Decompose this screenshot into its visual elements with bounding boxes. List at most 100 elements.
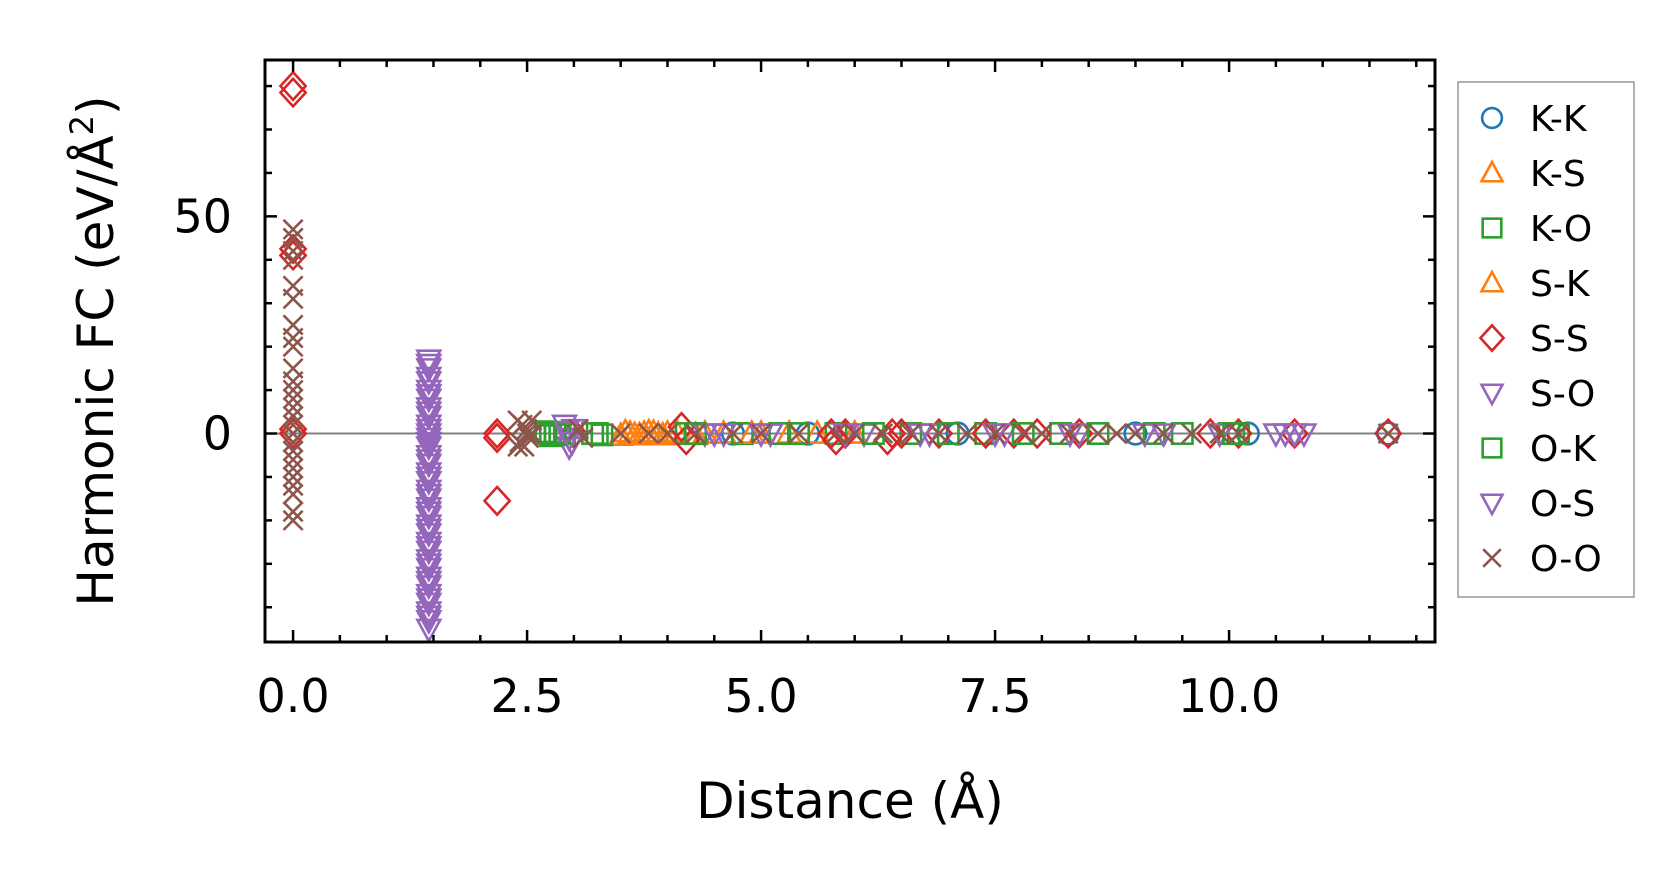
data-point bbox=[415, 583, 443, 609]
data-point bbox=[415, 484, 443, 510]
legend-label: O-S bbox=[1530, 484, 1595, 525]
data-point bbox=[956, 423, 978, 445]
data-point bbox=[415, 570, 443, 596]
legend-frame bbox=[1457, 81, 1635, 598]
legend-label: S-O bbox=[1530, 374, 1595, 415]
x-tick-label: 5.0 bbox=[725, 669, 798, 723]
data-point bbox=[415, 414, 443, 440]
data-point bbox=[278, 76, 308, 109]
data-point bbox=[282, 327, 304, 349]
data-point bbox=[415, 444, 443, 470]
legend-marker bbox=[1479, 269, 1505, 293]
legend-entry: K-O bbox=[1481, 209, 1592, 250]
data-point bbox=[282, 449, 304, 471]
data-point bbox=[1181, 423, 1203, 445]
legend-entries: K-K K-S K-O S-K S-S S-O O-K O-S O-O bbox=[1478, 99, 1602, 580]
data-point bbox=[590, 423, 614, 447]
data-point bbox=[415, 401, 443, 427]
data-point bbox=[1227, 423, 1249, 445]
legend-entry: S-S bbox=[1478, 319, 1589, 360]
legend-entry: O-S bbox=[1479, 484, 1595, 525]
legend-entry: K-S bbox=[1479, 154, 1586, 195]
x-tick-label: 7.5 bbox=[959, 669, 1032, 723]
data-point bbox=[282, 388, 304, 410]
data-point bbox=[282, 431, 304, 453]
data-point bbox=[415, 588, 443, 614]
data-point bbox=[984, 423, 1006, 445]
data-point bbox=[415, 358, 443, 384]
x-tick-label: 10.0 bbox=[1178, 669, 1280, 723]
data-point bbox=[282, 396, 304, 418]
data-point bbox=[788, 423, 810, 445]
data-point bbox=[415, 479, 443, 505]
data-point bbox=[415, 566, 443, 592]
data-point bbox=[638, 423, 660, 445]
legend-label: O-O bbox=[1530, 539, 1602, 580]
legend-label: K-O bbox=[1530, 209, 1592, 250]
data-point bbox=[415, 514, 443, 540]
data-point bbox=[722, 423, 744, 445]
y-tick-label: 50 bbox=[173, 189, 232, 243]
legend-marker bbox=[1479, 493, 1505, 517]
data-point bbox=[278, 417, 308, 450]
data-point bbox=[415, 366, 443, 392]
data-point bbox=[747, 423, 775, 449]
data-point bbox=[482, 485, 512, 517]
data-point bbox=[844, 423, 866, 445]
data-point bbox=[415, 601, 443, 627]
data-point bbox=[415, 353, 443, 379]
legend-marker bbox=[1482, 548, 1502, 568]
data-point bbox=[1209, 423, 1231, 445]
data-point bbox=[282, 501, 304, 523]
data-point bbox=[282, 475, 304, 497]
data-point bbox=[1290, 423, 1318, 449]
data-point bbox=[803, 418, 831, 444]
data-point bbox=[1222, 422, 1246, 446]
data-point bbox=[841, 418, 869, 444]
data-point bbox=[825, 423, 847, 445]
data-point bbox=[282, 423, 304, 445]
data-point bbox=[482, 422, 512, 454]
data-point bbox=[415, 371, 443, 397]
data-point bbox=[415, 605, 443, 631]
series-o-o bbox=[282, 218, 1399, 531]
data-point bbox=[282, 440, 304, 462]
data-point bbox=[415, 549, 443, 575]
y-axis-label-main: Harmonic FC (eV/Å bbox=[67, 135, 125, 606]
data-point bbox=[1123, 421, 1148, 446]
data-point bbox=[282, 249, 304, 271]
y-tick-label: 0 bbox=[203, 407, 232, 461]
legend-entry: O-O bbox=[1482, 539, 1602, 580]
legend-label: S-S bbox=[1530, 319, 1589, 360]
data-point bbox=[415, 553, 443, 579]
legend-label: K-K bbox=[1530, 99, 1588, 140]
legend-marker bbox=[1479, 383, 1505, 407]
data-point bbox=[278, 70, 308, 102]
data-point bbox=[282, 405, 304, 427]
x-tick-label: 0.0 bbox=[257, 669, 330, 723]
legend-entry: S-K bbox=[1479, 264, 1591, 305]
legend-label: K-S bbox=[1530, 154, 1586, 195]
legend-marker bbox=[1480, 106, 1504, 130]
y-axis-label: Harmonic FC (eV/Å2) bbox=[63, 95, 125, 606]
data-point bbox=[900, 423, 922, 445]
data-point bbox=[282, 240, 304, 262]
data-point bbox=[1195, 417, 1225, 450]
legend-label: O-K bbox=[1530, 429, 1597, 470]
data-point bbox=[1149, 423, 1178, 449]
data-point bbox=[282, 466, 304, 488]
data-point bbox=[1124, 423, 1146, 445]
data-point bbox=[282, 218, 304, 240]
data-point bbox=[415, 536, 443, 562]
data-point bbox=[415, 462, 443, 488]
legend-marker bbox=[1479, 159, 1505, 183]
data-point bbox=[1206, 423, 1234, 449]
plot-frame bbox=[263, 58, 1437, 644]
data-point bbox=[1373, 417, 1403, 450]
data-point bbox=[928, 423, 950, 445]
legend-label: S-K bbox=[1530, 264, 1591, 305]
data-point bbox=[787, 422, 811, 446]
data-point bbox=[685, 423, 707, 445]
data-point bbox=[1011, 422, 1035, 446]
data-point bbox=[684, 422, 708, 446]
